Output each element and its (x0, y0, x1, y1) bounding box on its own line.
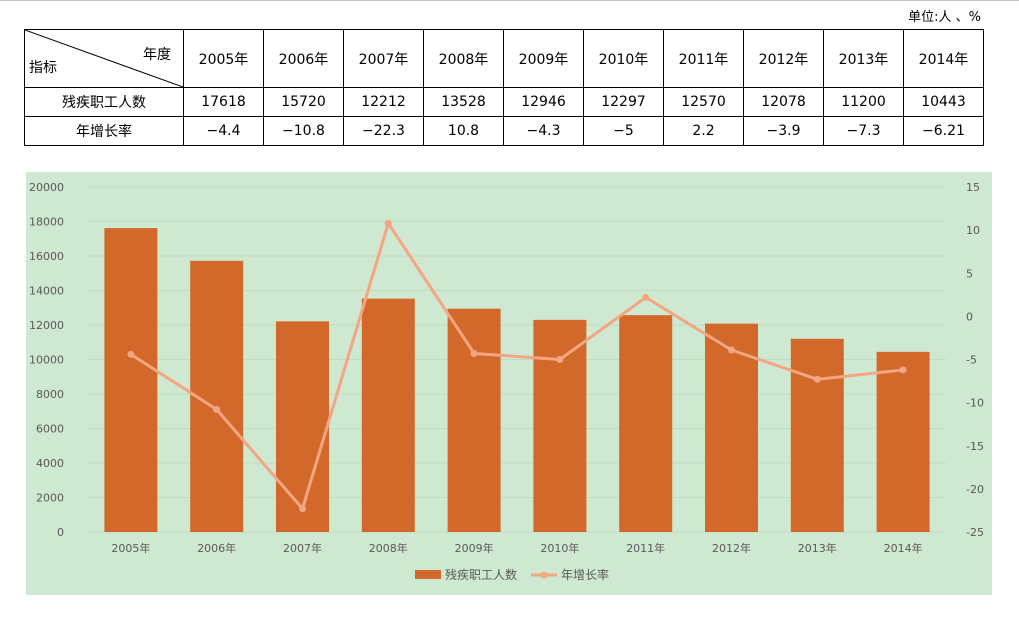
line-point (213, 406, 221, 414)
top-rule (0, 0, 1019, 1)
year-header: 2006年 (263, 29, 344, 88)
x-tick-label: 2011年 (626, 541, 665, 555)
y-left-tick-label: 14000 (29, 285, 64, 298)
line-point (299, 505, 306, 513)
table-cell: 17618 (183, 87, 264, 117)
line-point (813, 375, 821, 383)
table-cell: −4.4 (183, 116, 264, 146)
table-row: 残疾职工人数 17618 15720 12212 13528 12946 122… (24, 87, 984, 117)
combo-chart: 0 2000 4000 6000 8000 10000 12000 14000 16000 180… (29, 181, 984, 582)
year-header: 2010年 (583, 29, 664, 88)
y-right-tick-label: -25 (966, 526, 984, 539)
x-tick-label: 2007年 (283, 541, 322, 555)
table-cell: −4.3 (503, 116, 584, 146)
y-left-tick-label: 16000 (29, 250, 64, 263)
line-point (127, 350, 135, 358)
line-series (130, 221, 904, 511)
y-left-tick-label: 4000 (36, 457, 64, 470)
legend-line-marker (540, 571, 548, 579)
year-header: 2011年 (663, 29, 744, 88)
line-point (899, 366, 907, 374)
table-cell: −6.21 (903, 116, 984, 146)
bar (447, 308, 501, 532)
line-point (556, 356, 564, 363)
line-point (728, 346, 735, 354)
unit-label: 单位:人 、% (908, 10, 981, 25)
corner-indicator-label: 指标 (29, 60, 57, 76)
y-right-tick-label: -15 (966, 440, 984, 453)
year-header: 2008年 (423, 29, 504, 88)
y-left-tick-label: 8000 (36, 388, 64, 401)
y-left-tick-label: 6000 (36, 423, 64, 436)
table-corner-cell: 年度 指标 (24, 29, 184, 88)
corner-diagonal (25, 30, 183, 87)
data-table: 年度 指标 2005年 2006年 2007年 2008年 2009年 2010… (24, 29, 984, 146)
table-header-row: 年度 指标 2005年 2006年 2007年 2008年 2009年 2010… (24, 29, 984, 88)
year-header: 2009年 (503, 29, 584, 88)
y-left-tick-label: 12000 (29, 319, 64, 332)
y-left-tick-label: 2000 (36, 492, 64, 505)
line-point (642, 293, 650, 301)
table-cell: −7.3 (823, 116, 904, 146)
y-right-tick-label: 0 (966, 310, 973, 323)
row-label: 残疾职工人数 (24, 87, 184, 117)
bar (104, 228, 158, 532)
table-cell: 12297 (583, 87, 664, 117)
x-tick-label: 2009年 (455, 541, 494, 555)
line-point (470, 349, 478, 357)
table-cell: −10.8 (263, 116, 344, 146)
table-cell: 10.8 (423, 116, 504, 146)
x-tick-label: 2014年 (884, 541, 923, 555)
table-cell: 13528 (423, 87, 504, 117)
legend-bar-label: 残疾职工人数 (445, 567, 517, 582)
line-point (384, 219, 392, 227)
table-cell: 12946 (503, 87, 584, 117)
table-cell: 12078 (743, 87, 824, 117)
table-cell: −22.3 (343, 116, 424, 146)
y-left-tick-label: 0 (57, 526, 64, 539)
legend-bar-swatch (415, 570, 441, 579)
bar (790, 338, 844, 532)
y-left-tick-label: 10000 (29, 354, 64, 367)
table-cell: −5 (583, 116, 664, 146)
legend-line-label: 年增长率 (561, 567, 609, 582)
year-header: 2012年 (743, 29, 824, 88)
x-tick-label: 2005年 (111, 541, 150, 555)
bar (705, 323, 758, 532)
table-row: 年增长率 −4.4 −10.8 −22.3 10.8 −4.3 −5 2.2 −… (24, 116, 984, 146)
year-header: 2007年 (343, 29, 424, 88)
y-right-tick-label: 5 (966, 267, 973, 280)
y-right-tick-label: -5 (966, 354, 977, 367)
x-tick-label: 2008年 (369, 541, 408, 555)
y-right-tick-label: 10 (966, 224, 980, 237)
y-left-tick-label: 18000 (29, 216, 64, 229)
y-left-tick-label: 20000 (29, 181, 64, 194)
table-cell: 12570 (663, 87, 744, 117)
table-cell: −3.9 (743, 116, 824, 146)
x-tick-label: 2006年 (197, 541, 236, 555)
corner-year-label: 年度 (143, 47, 171, 63)
y-right-tick-label: -20 (966, 483, 984, 496)
bar (533, 319, 587, 532)
bar (361, 298, 415, 532)
table-cell: 15720 (263, 87, 344, 117)
table-cell: 10443 (903, 87, 984, 117)
table-cell: 12212 (343, 87, 424, 117)
bar (619, 315, 673, 532)
table-cell: 2.2 (663, 116, 744, 146)
x-tick-label: 2010年 (540, 541, 579, 555)
y-right-tick-label: 15 (966, 181, 980, 194)
bar (276, 321, 329, 532)
row-label: 年增长率 (24, 116, 184, 146)
bar (876, 351, 930, 532)
x-tick-label: 2012年 (712, 541, 751, 555)
x-tick-label: 2013年 (798, 541, 837, 555)
y-right-tick-label: -10 (966, 397, 984, 410)
year-header: 2013年 (823, 29, 904, 88)
chart-panel: 0 2000 4000 6000 8000 10000 12000 14000 16000 180… (26, 172, 992, 595)
table-cell: 11200 (823, 87, 904, 117)
year-header: 2005年 (183, 29, 264, 88)
year-header: 2014年 (903, 29, 984, 88)
